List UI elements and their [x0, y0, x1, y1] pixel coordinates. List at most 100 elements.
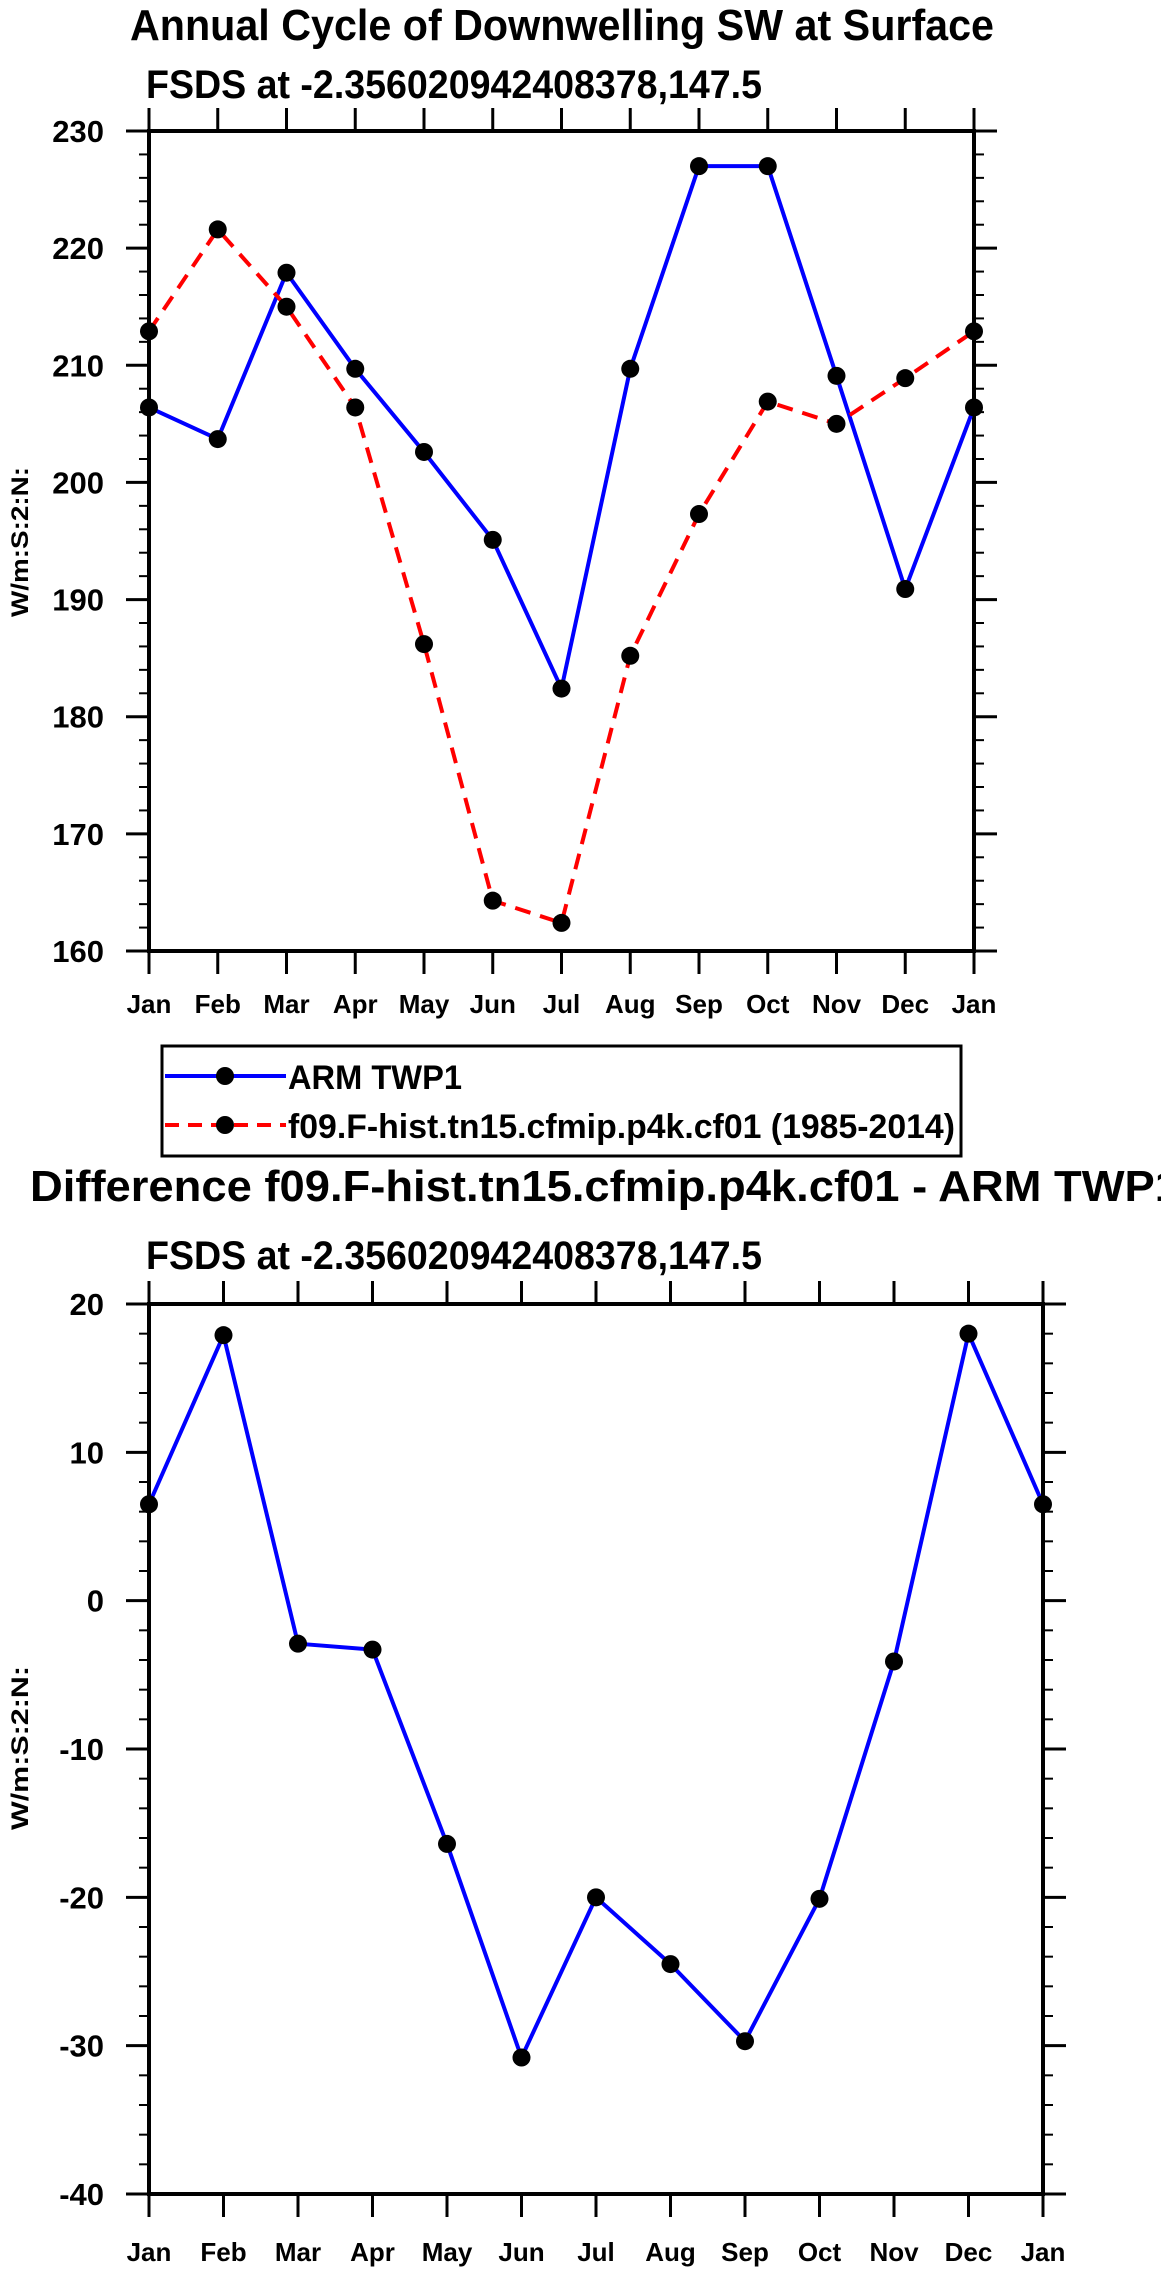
data-point-series-0: [827, 366, 846, 385]
x-tick-label: Jan: [1021, 2237, 1066, 2267]
y-tick-label: 210: [52, 348, 104, 383]
chart-subtitle: FSDS at -2.356020942408378,147.5: [146, 63, 762, 107]
x-tick-label: Sep: [675, 989, 723, 1019]
x-tick-label: Oct: [746, 989, 790, 1019]
data-point-series-0: [758, 157, 777, 176]
data-point-series-0: [438, 1834, 456, 1853]
data-point-series-0: [1034, 1495, 1052, 1514]
data-point-series-1: [415, 635, 433, 654]
data-point-series-0: [621, 359, 640, 378]
data-point-series-0: [690, 157, 708, 176]
y-tick-label: 230: [52, 114, 104, 149]
data-point-series-0: [885, 1652, 903, 1671]
difference-chart-title: Difference f09.F-hist.tn15.cfmip.p4k.cf0…: [30, 1162, 1161, 1211]
plot-annual-cycle: Jan Feb Mar Apr May Jun Jul Aug Sep Oct Nov Dec Jan 1…: [52, 108, 997, 1019]
data-point-series-0: [959, 1324, 978, 1343]
data-point-series-0: [363, 1640, 382, 1659]
plot-frame: [147, 1302, 1045, 2196]
x-tick-label: Mar: [275, 2237, 321, 2267]
difference-chart-subtitle: FSDS at -2.356020942408378,147.5: [146, 1234, 762, 1278]
data-point-series-0: [896, 580, 915, 599]
x-tick-label: May: [399, 989, 450, 1019]
x-tick-label: Sep: [721, 2237, 769, 2267]
data-point-series-1: [346, 398, 365, 417]
data-point-series-1: [621, 646, 640, 665]
x-tick-label: Feb: [200, 2237, 246, 2267]
y-tick-label: -30: [59, 2029, 104, 2064]
data-point-series-1: [140, 322, 158, 341]
x-tick-label: Jul: [543, 989, 581, 1019]
data-point-series-1: [827, 414, 846, 433]
difference-y-axis-label: W/m:S:2:N:: [7, 1666, 34, 1830]
legend-box: [160, 1044, 963, 1158]
y-tick-label: 160: [52, 934, 104, 969]
data-point-series-0: [965, 398, 983, 417]
data-point-series-1: [690, 505, 708, 524]
x-tick-label: Jan: [952, 989, 997, 1019]
x-tick-label: Nov: [869, 2237, 919, 2267]
x-tick-label: Jan: [127, 2237, 172, 2267]
data-point-series-0: [289, 1634, 307, 1653]
x-tick-label: Dec: [881, 989, 929, 1019]
data-point-series-0: [552, 679, 571, 698]
data-point-series-1: [483, 891, 502, 910]
y-tick-label: 0: [87, 1584, 104, 1619]
data-point-series-0: [415, 442, 433, 461]
x-tick-label: Aug: [645, 2237, 696, 2267]
data-point-series-1: [965, 322, 983, 341]
x-tick-label: Dec: [945, 2237, 993, 2267]
x-tick-label: Aug: [605, 989, 656, 1019]
x-tick-label: Mar: [263, 989, 309, 1019]
chart-title: Annual Cycle of Downwelling SW at Surfac…: [130, 1, 994, 50]
x-tick-label: Jun: [470, 989, 516, 1019]
data-point-series-0: [587, 1888, 605, 1907]
legend-marker-model: [216, 1116, 234, 1134]
legend: ARM TWP1 f09.F-hist.tn15.cfmip.p4k.cf01 …: [160, 1044, 963, 1158]
data-point-series-1: [277, 297, 296, 316]
x-tick-label: Feb: [195, 989, 241, 1019]
data-point-series-0: [661, 1955, 680, 1974]
y-axis-label: W/m:S:2:N:: [7, 467, 34, 617]
data-point-series-0: [214, 1326, 233, 1345]
legend-label-arm: ARM TWP1: [288, 1059, 462, 1097]
x-tick-label: Apr: [350, 2237, 395, 2267]
y-tick-label: 200: [52, 465, 104, 500]
data-point-series-1: [896, 369, 915, 388]
x-tick-label: Oct: [798, 2237, 842, 2267]
y-tick-label: -20: [59, 1880, 104, 1915]
data-point-series-0: [512, 2048, 531, 2067]
data-point-series-0: [277, 263, 296, 282]
data-point-series-0: [346, 359, 365, 378]
series-line-1: [147, 227, 976, 925]
data-point-series-0: [140, 1495, 158, 1514]
y-tick-label: 20: [70, 1287, 104, 1322]
x-tick-label: Jan: [127, 989, 172, 1019]
legend-label-model: f09.F-hist.tn15.cfmip.p4k.cf01 (1985-201…: [288, 1108, 955, 1146]
x-tick-label: Jun: [498, 2237, 544, 2267]
x-tick-label: May: [422, 2237, 473, 2267]
x-tick-label: Jul: [577, 2237, 615, 2267]
y-tick-label: 220: [52, 231, 104, 266]
y-tick-label: -40: [59, 2177, 104, 2212]
x-tick-label: Nov: [812, 989, 862, 1019]
y-tick-label: 190: [52, 583, 104, 618]
plot-difference: Jan Feb Mar Apr May Jun Jul Aug Sep Oct Nov Dec Jan-…: [59, 1281, 1066, 2267]
plot-frame: [147, 129, 976, 953]
data-point-series-0: [140, 398, 158, 417]
data-point-series-1: [552, 913, 571, 932]
series-line-0: [147, 1331, 1045, 2060]
legend-marker-arm: [216, 1067, 234, 1085]
y-tick-label: 170: [52, 817, 104, 852]
y-tick-label: 10: [70, 1435, 104, 1470]
x-tick-label: Apr: [333, 989, 378, 1019]
data-point-series-1: [758, 392, 777, 411]
data-point-series-0: [483, 530, 502, 549]
data-point-series-0: [208, 430, 227, 449]
data-point-series-1: [208, 220, 227, 239]
data-point-series-0: [810, 1889, 829, 1908]
series-line-0: [148, 164, 976, 691]
y-tick-label: 180: [52, 700, 104, 735]
y-tick-label: -10: [59, 1732, 104, 1767]
data-point-series-0: [736, 2032, 754, 2051]
